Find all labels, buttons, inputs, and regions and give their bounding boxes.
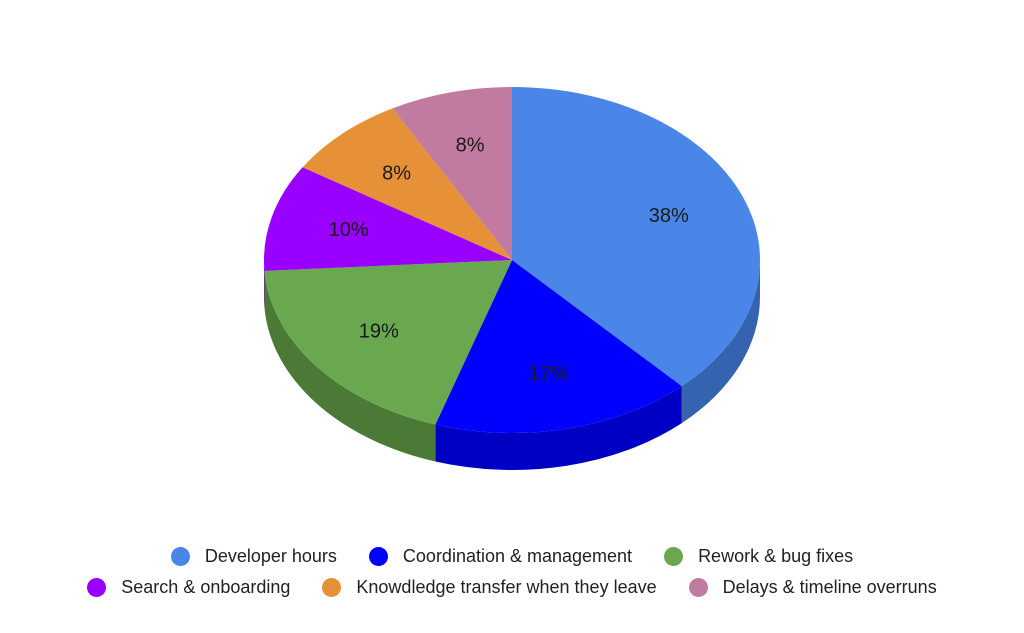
pie-label-coordination-management: 17% <box>529 363 569 385</box>
pie-label-rework-bug-fixes: 19% <box>359 320 399 342</box>
legend-swatch <box>322 578 342 597</box>
legend-item-search-onboarding[interactable]: Search & onboarding <box>87 577 290 598</box>
legend-swatch <box>688 578 708 597</box>
legend-row-1: Developer hours Coordination & managemen… <box>0 546 1024 567</box>
legend-label: Developer hours <box>204 546 337 566</box>
legend-label: Delays & timeline overruns <box>722 577 937 597</box>
pie-slice-search-onboarding[interactable] <box>264 167 512 271</box>
pie-label-developer-hours: 38% <box>649 205 689 227</box>
legend-row-2: Search & onboarding Knowdledge transfer … <box>0 577 1024 598</box>
pie-slice-delays-timeline-overruns[interactable] <box>392 87 512 260</box>
pie-slice-coordination-management[interactable] <box>435 260 682 433</box>
legend-label: Rework & bug fixes <box>698 546 854 566</box>
legend-label: Search & onboarding <box>121 577 291 597</box>
legend-item-delays-timeline[interactable]: Delays & timeline overruns <box>688 577 937 598</box>
pie-side-developer-hours <box>681 260 760 424</box>
legend-swatch <box>170 547 190 566</box>
pie-slice-developer-hours[interactable] <box>512 87 760 387</box>
legend-swatch <box>87 578 107 597</box>
legend-label: Knowdledge transfer when they leave <box>356 577 657 597</box>
pie-slices <box>264 87 760 433</box>
pie-side-coordination-management <box>435 386 682 470</box>
legend-item-rework-bug-fixes[interactable]: Rework & bug fixes <box>664 546 853 567</box>
pie-label-search-onboarding: 10% <box>329 219 369 241</box>
legend-swatch <box>368 547 388 566</box>
pie-label-delays-timeline-overruns: 8% <box>456 134 485 156</box>
pie-slice-knowdledge-transfer-when-they-leave[interactable] <box>302 108 512 260</box>
pie-side-rework-bug-fixes <box>264 270 436 462</box>
legend-label: Coordination & management <box>402 546 633 566</box>
pie-sides <box>264 260 760 470</box>
pie-slice-rework-bug-fixes[interactable] <box>264 260 512 425</box>
legend-item-coordination-management[interactable]: Coordination & management <box>368 546 633 567</box>
legend-item-knowledge-transfer[interactable]: Knowdledge transfer when they leave <box>322 577 657 598</box>
legend-item-developer-hours[interactable]: Developer hours <box>170 546 337 567</box>
pie-labels: 38% 17% 19% 10% 8% 8% <box>329 134 689 385</box>
pie-label-knowdledge-transfer-when-they-leave: 8% <box>382 163 411 185</box>
legend-swatch <box>664 547 684 566</box>
